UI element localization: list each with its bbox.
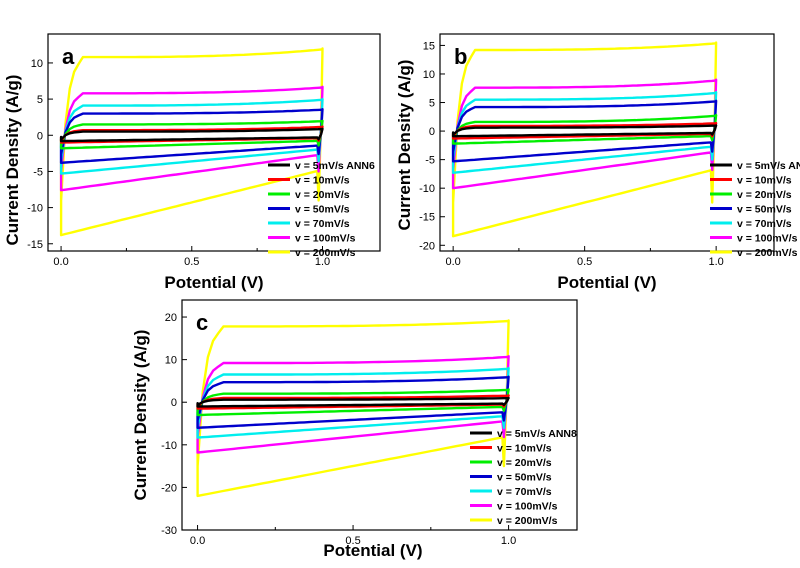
legend-label: v = 100mV/s	[737, 233, 798, 245]
series-line-5	[59, 85, 324, 192]
y-tick-label: -10	[27, 203, 43, 215]
plot-frame	[439, 33, 775, 252]
panel-letter: b	[454, 44, 467, 69]
series-line-0	[59, 127, 324, 143]
series-line-3	[196, 375, 510, 429]
curve-group	[451, 41, 718, 238]
series-line-3	[451, 99, 718, 163]
plot-frame	[181, 299, 578, 531]
series-line-0	[451, 124, 718, 138]
y-tick-label: -5	[33, 166, 43, 178]
legend-label: v = 20mV/s	[737, 189, 792, 201]
legend-label: v = 50mV/s	[497, 472, 552, 484]
y-tick-label: -30	[161, 525, 177, 537]
y-tick-label: -10	[419, 183, 435, 195]
legend-label: v = 20mV/s	[497, 457, 552, 469]
series-line-6	[451, 41, 718, 238]
x-tick-label: 0.0	[446, 256, 461, 268]
legend-label: v = 10mV/s	[295, 175, 350, 187]
x-tick-label: 1.0	[501, 535, 516, 547]
series-line-2	[59, 119, 324, 150]
curve-group	[196, 319, 510, 498]
x-tick-label: 1.0	[708, 256, 723, 268]
y-tick-label: -20	[161, 482, 177, 494]
series-line-2	[451, 113, 718, 145]
x-tick-label: 1.0	[315, 256, 330, 268]
legend-label: v = 70mV/s	[497, 486, 552, 498]
y-tick-label: 15	[423, 40, 435, 52]
legend-label: v = 200mV/s	[497, 515, 558, 527]
panel-letter: a	[62, 44, 75, 69]
series-line-1	[59, 125, 324, 144]
y-axis-title: Current Density (A/g)	[3, 75, 22, 246]
y-tick-label: 10	[423, 69, 435, 81]
y-tick-label: 5	[429, 98, 435, 110]
legend-label: v = 5mV/s ANN8	[497, 428, 577, 440]
panel-letter: c	[196, 310, 208, 335]
chart-panel-a: 0.0 0.5 1.0 -15 -10 -5 0 5 10 Potential (V) Curren…	[3, 33, 381, 292]
series-line-1	[196, 394, 510, 410]
series-line-1	[451, 121, 718, 140]
legend-label: v = 20mV/s	[295, 189, 350, 201]
legend: v = 5mV/s ANN7 v = 10mV/s v = 20mV/s v = 50…	[710, 160, 800, 259]
y-tick-label: -10	[161, 440, 177, 452]
x-tick-label: 0.5	[577, 256, 592, 268]
x-tick-label: 0.0	[190, 535, 205, 547]
legend-label: v = 100mV/s	[497, 501, 558, 513]
x-tick-label: 0.0	[53, 256, 68, 268]
legend-label: v = 50mV/s	[737, 204, 792, 216]
legend-label: v = 5mV/s ANN7	[737, 160, 800, 172]
legend-label: v = 10mV/s	[497, 443, 552, 455]
series-line-5	[196, 355, 510, 454]
series-line-0	[196, 396, 510, 408]
series-line-4	[451, 91, 718, 174]
chart-panel-b: 0.0 0.5 1.0 -20 -15 -10 -5 0 5 10 15 Potential (V) C…	[395, 33, 800, 292]
legend-label: v = 50mV/s	[295, 204, 350, 216]
y-tick-label: 0	[37, 130, 43, 142]
series-line-6	[196, 319, 510, 498]
plot-frame	[47, 33, 381, 252]
series-line-3	[59, 108, 324, 164]
legend-label: v = 70mV/s	[295, 218, 350, 230]
series-line-5	[451, 78, 718, 190]
legend: v = 5mV/s ANN8 v = 10mV/s v = 20mV/s v = 50…	[470, 428, 577, 527]
legend: v = 5mV/s ANN6 v = 10mV/s v = 20mV/s v = 50…	[268, 160, 375, 259]
x-axis-title: Potential (V)	[557, 273, 656, 292]
series-line-2	[196, 388, 510, 417]
legend-label: v = 200mV/s	[295, 247, 356, 259]
y-tick-label: -20	[419, 240, 435, 252]
legend-label: v = 10mV/s	[737, 175, 792, 187]
y-tick-label: 0	[429, 126, 435, 138]
y-axis-title: Current Density (A/g)	[131, 330, 150, 501]
legend-label: v = 100mV/s	[295, 233, 356, 245]
legend-label: v = 200mV/s	[737, 247, 798, 259]
x-tick-label: 0.5	[345, 535, 360, 547]
y-tick-label: 10	[165, 355, 177, 367]
y-tick-label: -5	[425, 155, 435, 167]
y-tick-label: -15	[419, 212, 435, 224]
x-tick-label: 0.5	[184, 256, 199, 268]
x-axis-title: Potential (V)	[323, 541, 422, 560]
y-tick-label: -15	[27, 239, 43, 251]
series-line-6	[59, 47, 324, 237]
y-tick-label: 10	[31, 58, 43, 70]
y-tick-label: 20	[165, 312, 177, 324]
legend-label: v = 70mV/s	[737, 218, 792, 230]
y-tick-label: 0	[171, 397, 177, 409]
legend-label: v = 5mV/s ANN6	[295, 160, 375, 172]
chart-panel-c: 0.0 0.5 1.0 -30 -20 -10 0 10 20 Potential (V) Curr…	[131, 299, 578, 560]
y-tick-label: 5	[37, 94, 43, 106]
x-axis-title: Potential (V)	[164, 273, 263, 292]
series-line-4	[196, 366, 510, 439]
curve-group	[59, 47, 324, 237]
y-axis-title: Current Density (A/g)	[395, 60, 414, 231]
series-line-4	[59, 97, 324, 175]
